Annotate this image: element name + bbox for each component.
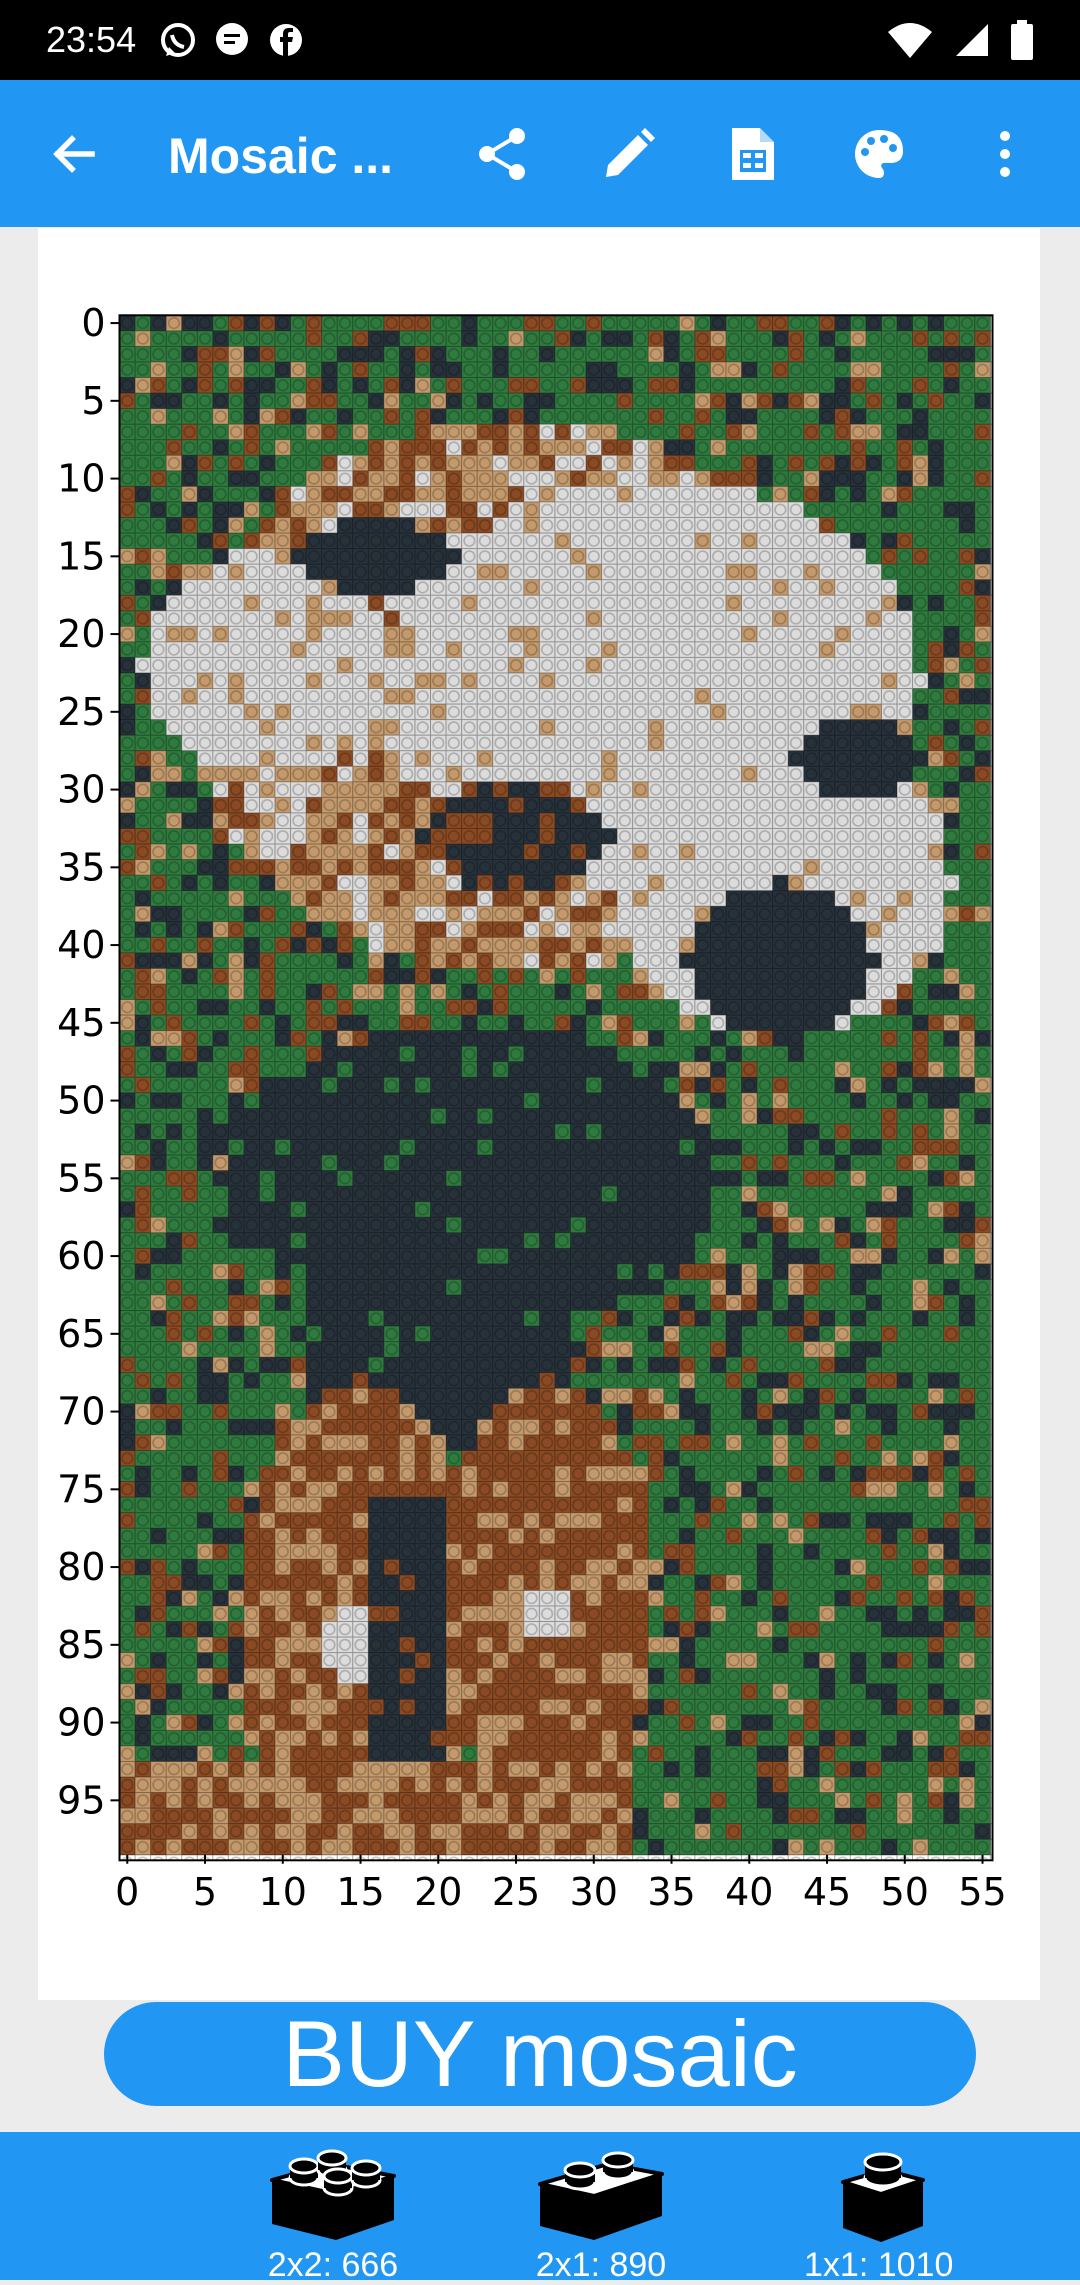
signal-icon <box>956 24 988 56</box>
spreadsheet-icon <box>732 127 774 180</box>
palette-icon <box>855 129 903 178</box>
edit-button[interactable] <box>596 80 662 227</box>
edit-pencil-icon <box>606 127 655 177</box>
share-icon <box>479 127 525 180</box>
app-bar: Mosaic ... <box>0 80 1080 227</box>
spreadsheet-button[interactable] <box>720 80 786 227</box>
palette-button[interactable] <box>846 80 912 227</box>
mosaic-preview-card: 0 5 10 15 20 25 30 35 40 45 50 55 60 65 70 75 80 85 90 95 0… <box>38 228 1040 2000</box>
wifi-icon <box>888 23 932 58</box>
status-bar: 23:54 <box>0 0 1080 80</box>
whatsapp-icon <box>161 23 196 57</box>
battery-icon <box>1011 20 1033 60</box>
share-button[interactable] <box>470 80 536 227</box>
back-button[interactable] <box>40 80 106 227</box>
message-icon <box>216 23 249 55</box>
more-options-button[interactable] <box>972 80 1038 227</box>
facebook-icon <box>270 24 303 56</box>
more-vert-icon <box>1000 130 1010 177</box>
status-time: 23:54 <box>46 19 137 60</box>
page-title: Mosaic ... <box>168 128 394 184</box>
back-arrow-icon <box>53 134 95 173</box>
